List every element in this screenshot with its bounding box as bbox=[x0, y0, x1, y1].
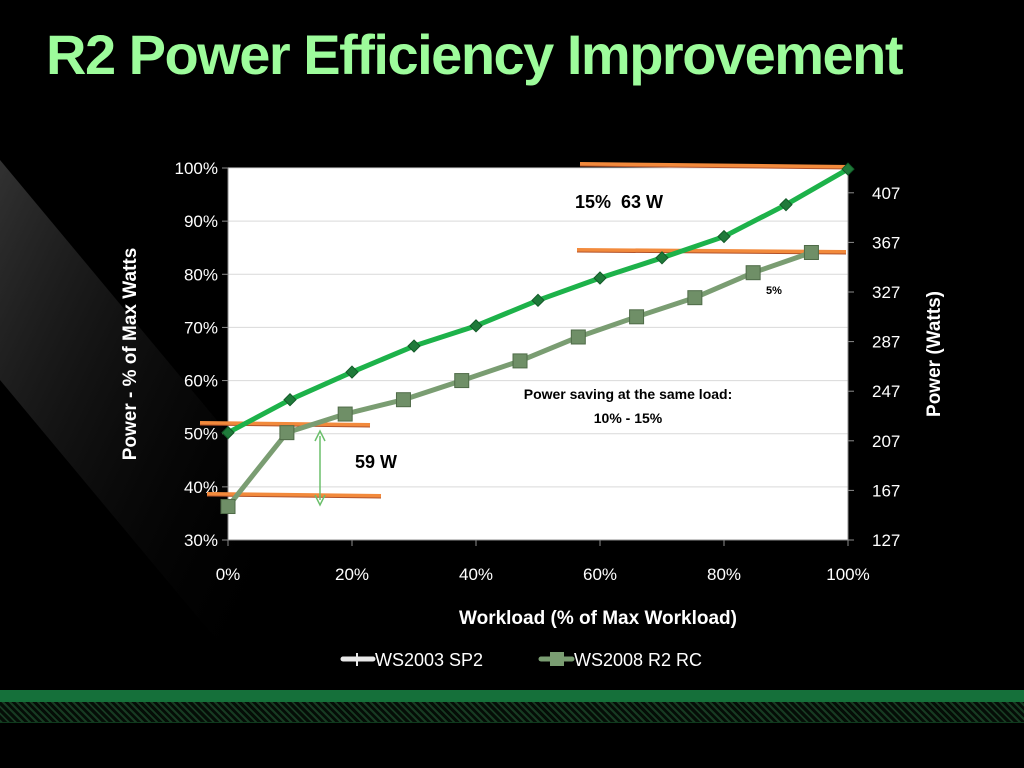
x-tick-label: 40% bbox=[459, 565, 493, 584]
slide-title: R2 Power Efficiency Improvement bbox=[46, 23, 904, 86]
y-tick-label: 80% bbox=[184, 265, 218, 284]
y2-tick-label: 207 bbox=[872, 432, 900, 451]
data-point-square bbox=[454, 373, 470, 389]
callout-line-top-ws2003-shadow bbox=[579, 165, 851, 170]
callout-line-low bbox=[206, 492, 382, 498]
x-tick-label: 80% bbox=[707, 565, 741, 584]
callout-line-top-ws2008 bbox=[576, 248, 847, 254]
data-point-diamond bbox=[531, 293, 545, 308]
y-tick-label: 90% bbox=[184, 212, 218, 231]
data-point-square bbox=[570, 329, 586, 345]
y2-tick-label: 127 bbox=[872, 531, 900, 550]
annotation-5-percent: 5% bbox=[766, 285, 782, 297]
data-point-diamond bbox=[221, 425, 235, 440]
data-point-square bbox=[687, 290, 703, 306]
x-tick-label: 0% bbox=[216, 565, 241, 584]
annotation-power-saving: Power saving at the same load: bbox=[524, 386, 733, 402]
data-point-diamond bbox=[779, 197, 793, 212]
callout-line-top-ws2003 bbox=[579, 162, 851, 169]
legend-item-ws2003: WS2003 SP2 bbox=[340, 650, 483, 670]
y-axis-right-title: Power (Watts) bbox=[924, 291, 945, 417]
y-tick-label: 70% bbox=[184, 318, 218, 337]
data-point-diamond bbox=[407, 339, 421, 353]
double-arrow-59w bbox=[314, 429, 326, 507]
y2-tick-label: 167 bbox=[872, 481, 900, 500]
x-axis-title: Workload (% of Max Workload) bbox=[459, 608, 737, 629]
x-tick-label: 60% bbox=[583, 565, 617, 584]
data-point-square bbox=[220, 499, 236, 515]
y-tick-label: 30% bbox=[184, 531, 218, 550]
axis-ticks: 30%40%50%60%70%80%90%100%127167207247287… bbox=[175, 159, 901, 584]
data-point-diamond bbox=[841, 162, 855, 176]
data-point-square bbox=[337, 406, 353, 422]
data-point-square bbox=[279, 425, 295, 441]
legend-item-ws2008: WS2008 R2 RC bbox=[538, 650, 702, 670]
y2-tick-label: 327 bbox=[872, 283, 900, 302]
background-sweep-decoration bbox=[0, 160, 250, 680]
data-point-square bbox=[512, 353, 528, 369]
footer-line bbox=[0, 722, 1024, 723]
series-layer bbox=[220, 162, 855, 515]
legend-label-ws2003: WS2003 SP2 bbox=[375, 650, 483, 670]
y2-tick-label: 407 bbox=[872, 184, 900, 203]
x-tick-label: 20% bbox=[335, 565, 369, 584]
data-point-square bbox=[395, 392, 411, 408]
footer-band bbox=[0, 690, 1024, 702]
y2-tick-label: 367 bbox=[872, 233, 900, 252]
annotation-59w: 59 W bbox=[355, 452, 397, 472]
y-tick-label: 60% bbox=[184, 372, 218, 391]
chart-legend: WS2003 SP2 WS2008 R2 RC bbox=[340, 650, 702, 670]
data-point-diamond bbox=[655, 251, 669, 265]
annotation-15-percent-63w: 15% 63 W bbox=[575, 192, 663, 212]
y2-tick-label: 287 bbox=[872, 333, 900, 352]
y-axis-left-title: Power - % of Max Watts bbox=[120, 248, 141, 461]
annotation-power-saving-range: 10% - 15% bbox=[594, 410, 663, 426]
y2-tick-label: 247 bbox=[872, 382, 900, 401]
data-point-diamond bbox=[469, 319, 483, 333]
footer-hatch bbox=[0, 702, 1024, 722]
data-point-square bbox=[745, 265, 761, 281]
callout-line-mid bbox=[199, 421, 371, 427]
data-point-square bbox=[629, 309, 645, 325]
data-point-square bbox=[803, 244, 819, 260]
data-point-diamond bbox=[283, 392, 297, 407]
series-ws2003-sp2 bbox=[221, 162, 855, 440]
y-tick-label: 50% bbox=[184, 425, 218, 444]
y-tick-label: 100% bbox=[175, 159, 218, 178]
data-point-diamond bbox=[345, 365, 359, 379]
legend-label-ws2008: WS2008 R2 RC bbox=[574, 650, 702, 670]
data-point-diamond bbox=[717, 229, 731, 244]
series-ws2008-r2-rc bbox=[220, 244, 819, 515]
x-tick-label: 100% bbox=[826, 565, 869, 584]
data-point-diamond bbox=[593, 271, 607, 285]
